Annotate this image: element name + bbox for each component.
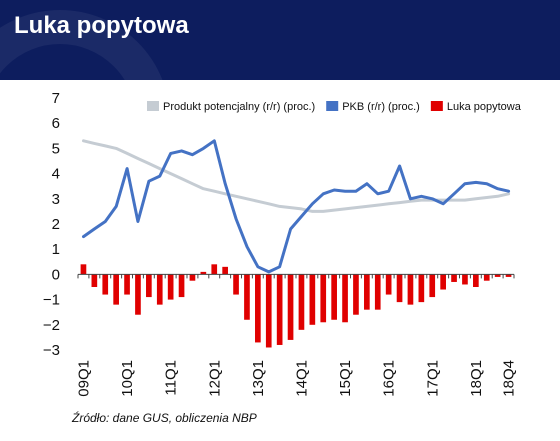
x-tick-label: 11Q1 bbox=[163, 360, 180, 396]
gap-bar bbox=[462, 274, 468, 285]
gap-bar bbox=[244, 274, 250, 320]
gap-bar bbox=[80, 264, 87, 275]
gap-bar bbox=[396, 274, 403, 303]
header-banner: Luka popytowa bbox=[0, 0, 560, 80]
series-line bbox=[82, 139, 511, 274]
legend-label: Produkt potencjalny (r/r) (proc.) bbox=[163, 101, 315, 113]
gap-bar bbox=[124, 274, 130, 295]
gap-bar bbox=[276, 274, 283, 345]
y-axis: −3 −2 −1 0 1 2 3 4 5 6 7 bbox=[43, 90, 60, 359]
y-tick-label: −3 bbox=[43, 342, 60, 359]
gap-bar bbox=[167, 274, 174, 300]
gap-bar bbox=[407, 274, 414, 305]
demand-gap-chart: −3 −2 −1 0 1 2 3 4 5 6 7 09Q1 10Q1 11Q1 12Q1 13Q1 14Q1 1… bbox=[43, 90, 522, 397]
gap-bar bbox=[146, 274, 152, 298]
gap-bar bbox=[320, 274, 327, 323]
gap-bar bbox=[200, 271, 207, 275]
y-tick-label: 5 bbox=[52, 140, 60, 157]
gap-bars bbox=[80, 264, 512, 348]
gap-bar bbox=[374, 274, 381, 310]
x-tick-label: 15Q1 bbox=[337, 360, 354, 397]
x-tick-label: 10Q1 bbox=[119, 360, 136, 397]
legend: Produkt potencjalny (r/r) (proc.) PKB (r/… bbox=[147, 101, 522, 113]
y-tick-label: 1 bbox=[52, 241, 60, 258]
y-tick-label: −2 bbox=[43, 317, 60, 334]
gap-bar bbox=[364, 274, 370, 310]
legend-swatch bbox=[147, 101, 159, 111]
gap-bar bbox=[385, 274, 392, 295]
gap-bar bbox=[135, 274, 141, 315]
gap-bar bbox=[113, 274, 119, 305]
source-note: Źródło: dane GUS, obliczenia NBP bbox=[72, 411, 257, 425]
gap-bar bbox=[102, 274, 109, 295]
gap-bar bbox=[211, 264, 218, 275]
gap-bar bbox=[494, 274, 501, 277]
gap-bar bbox=[451, 274, 457, 282]
gap-bar bbox=[255, 274, 261, 343]
gap-bar bbox=[265, 274, 272, 348]
y-tick-label: 7 bbox=[52, 90, 60, 107]
gap-bar bbox=[298, 274, 305, 330]
gap-bar bbox=[222, 266, 228, 275]
x-axis: 09Q1 10Q1 11Q1 12Q1 13Q1 14Q1 15Q1 16Q1 17Q1 18Q1… bbox=[75, 273, 518, 397]
x-tick-label: 09Q1 bbox=[75, 360, 92, 397]
gap-bar bbox=[440, 274, 446, 290]
gap-bar bbox=[418, 274, 425, 303]
gap-bar bbox=[353, 274, 359, 315]
gap-bar bbox=[331, 274, 337, 320]
gap-bar bbox=[287, 274, 294, 340]
x-tick-label: 17Q1 bbox=[424, 360, 441, 397]
legend-label: Luka popytowa bbox=[447, 101, 522, 113]
y-tick-label: 0 bbox=[52, 266, 60, 283]
page-title: Luka popytowa bbox=[14, 12, 189, 39]
y-tick-label: 2 bbox=[52, 216, 60, 233]
gap-bar bbox=[342, 274, 348, 323]
legend-label: PKB (r/r) (proc.) bbox=[342, 101, 420, 113]
y-tick-label: 4 bbox=[52, 166, 60, 183]
series-lines bbox=[82, 139, 511, 274]
x-tick-label: 18Q1 bbox=[468, 360, 485, 397]
gap-bar bbox=[309, 274, 316, 325]
legend-swatch bbox=[326, 101, 339, 111]
y-tick-label: −1 bbox=[43, 292, 60, 309]
gap-bar bbox=[156, 274, 163, 305]
gap-bar bbox=[429, 274, 436, 298]
gap-bar bbox=[473, 274, 479, 287]
x-tick-label: 14Q1 bbox=[293, 360, 310, 397]
y-tick-label: 3 bbox=[52, 191, 60, 208]
x-tick-label: 18Q4 bbox=[501, 360, 518, 397]
gap-bar bbox=[91, 274, 98, 287]
gap-bar bbox=[483, 274, 490, 281]
legend-swatch bbox=[430, 101, 443, 111]
y-tick-label: 6 bbox=[52, 115, 60, 132]
gap-bar bbox=[505, 274, 512, 277]
gap-bar bbox=[233, 274, 239, 295]
gap-bar bbox=[189, 274, 196, 281]
x-tick-label: 13Q1 bbox=[250, 360, 267, 397]
x-tick-label: 12Q1 bbox=[206, 360, 223, 397]
x-tick-label: 16Q1 bbox=[381, 360, 398, 397]
gap-bar bbox=[178, 274, 185, 298]
